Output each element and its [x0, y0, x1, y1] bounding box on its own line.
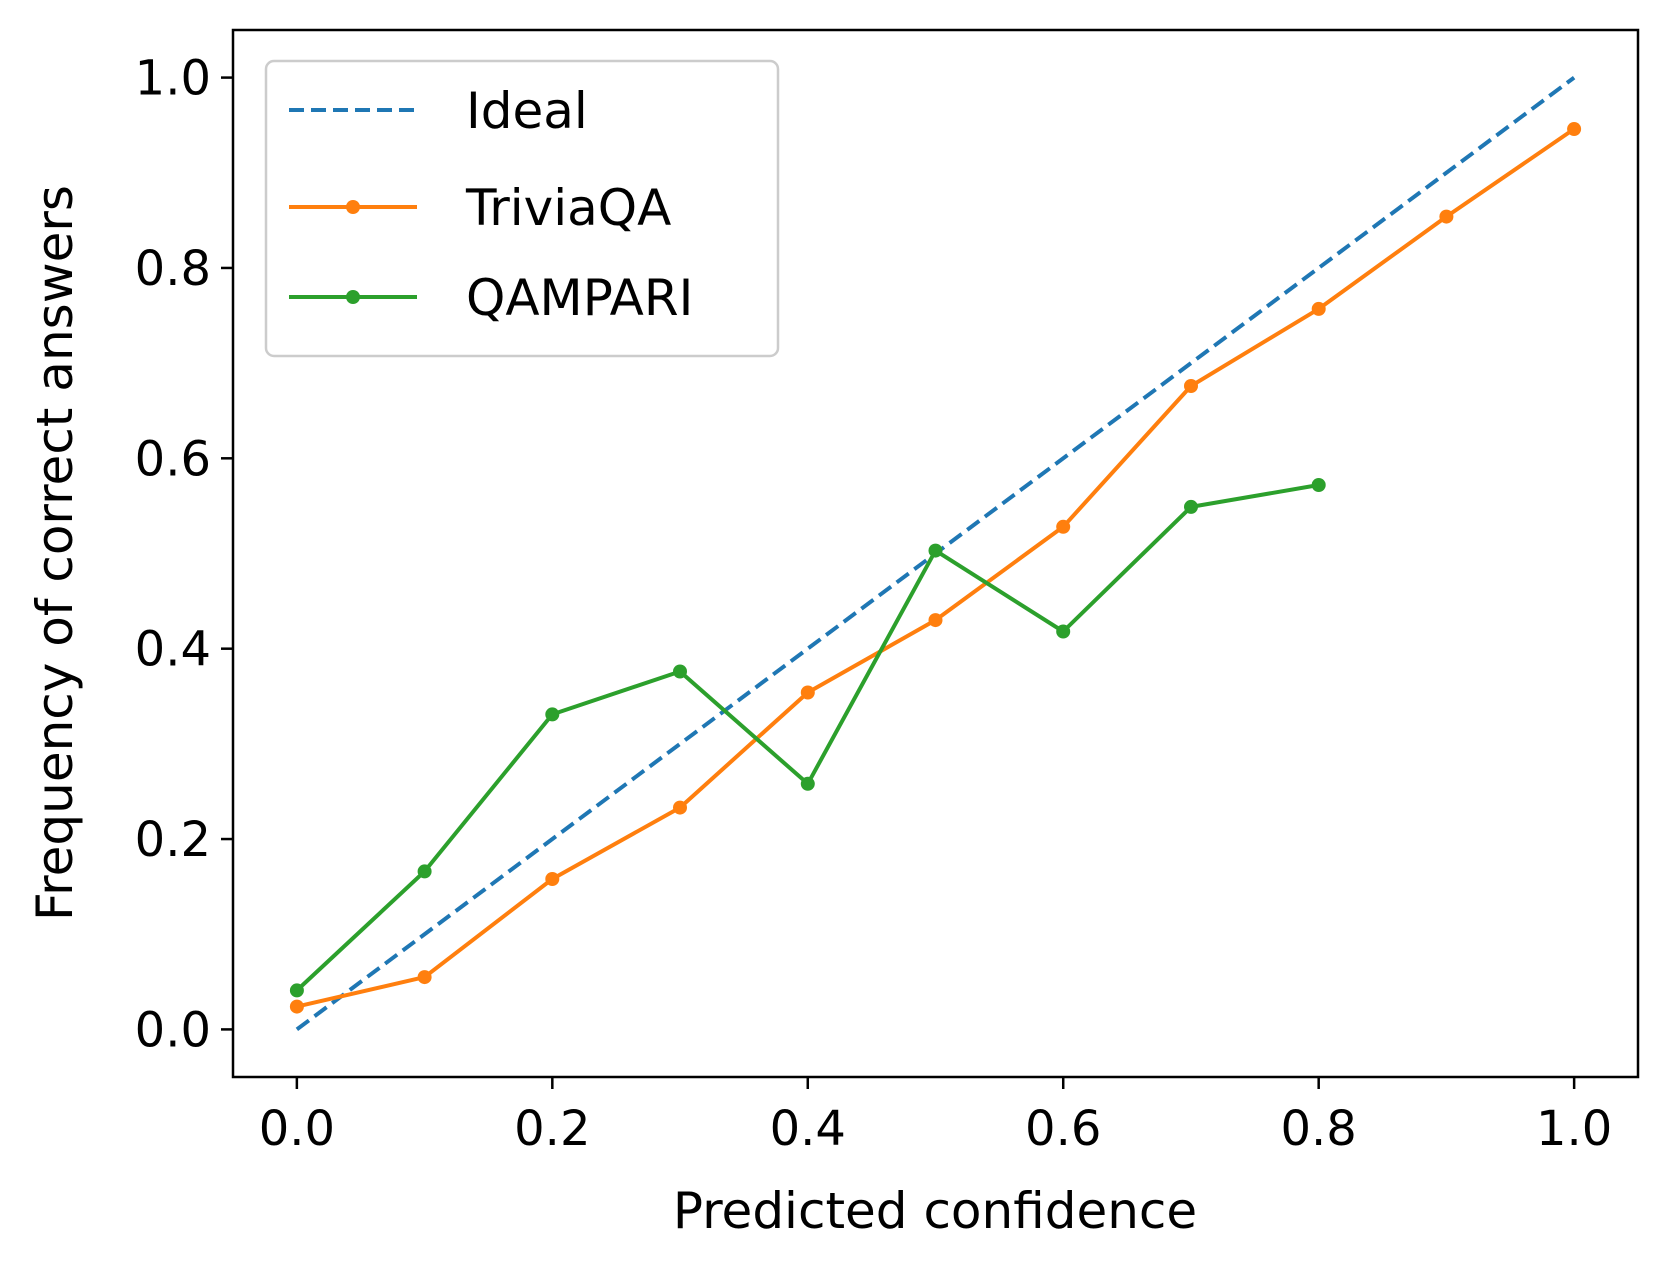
series-layer	[289, 75, 1582, 1032]
data-point-triviaqa	[417, 970, 432, 985]
legend-box	[264, 59, 780, 358]
legend-ideal-label: Ideal	[466, 82, 588, 140]
legend-qampari-label: QAMPARI	[466, 269, 693, 327]
data-point-qampari	[673, 664, 687, 679]
data-point-qampari	[545, 707, 560, 722]
legend-triviaqa-label: TriviaQA	[465, 179, 671, 237]
x-tick-label: 0.0	[259, 1101, 335, 1157]
data-point-qampari	[417, 864, 432, 879]
y-tick-label: 0.6	[135, 431, 211, 487]
y-tick-label: 0.8	[135, 241, 211, 297]
data-point-qampari	[928, 543, 943, 558]
data-point-triviaqa	[545, 872, 560, 886]
data-point-triviaqa	[800, 685, 815, 700]
x-axis-ticks: 0.0 0.2 0.4 0.6 0.8 1.0	[259, 1077, 1612, 1157]
x-tick-label: 1.0	[1536, 1101, 1612, 1157]
x-axis-label: Predicted confidence	[673, 1182, 1197, 1240]
legend-triviaqa-marker	[346, 200, 360, 214]
data-point-triviaqa	[673, 800, 687, 815]
data-point-qampari	[1056, 624, 1071, 639]
data-point-triviaqa	[1567, 122, 1582, 136]
data-point-triviaqa	[1056, 519, 1071, 534]
data-point-triviaqa	[1184, 379, 1198, 393]
x-tick-label: 0.8	[1281, 1101, 1357, 1157]
data-point-qampari	[800, 776, 815, 791]
data-point-qampari	[289, 983, 304, 998]
data-point-triviaqa	[1439, 209, 1454, 224]
data-point-triviaqa	[928, 613, 943, 628]
legend: Ideal TriviaQA QAMPARI	[264, 59, 780, 358]
data-point-qampari	[1184, 499, 1198, 514]
y-tick-label: 0.4	[135, 622, 211, 678]
x-tick-label: 0.4	[770, 1101, 846, 1157]
x-tick-label: 0.2	[514, 1101, 590, 1157]
x-tick-label: 0.6	[1025, 1101, 1101, 1157]
data-point-qampari	[1311, 478, 1326, 492]
y-tick-label: 0.2	[135, 812, 211, 868]
y-axis-ticks: 0.0 0.2 0.4 0.6 0.8 1.0	[135, 51, 233, 1058]
y-tick-label: 1.0	[135, 51, 211, 107]
data-point-triviaqa	[289, 999, 304, 1014]
y-axis-label: Frequency of correct answers	[26, 185, 84, 921]
plot-frame	[231, 28, 1640, 1079]
legend-qampari-marker	[346, 290, 360, 304]
y-tick-label: 0.0	[135, 1002, 211, 1058]
data-point-triviaqa	[1311, 301, 1326, 316]
